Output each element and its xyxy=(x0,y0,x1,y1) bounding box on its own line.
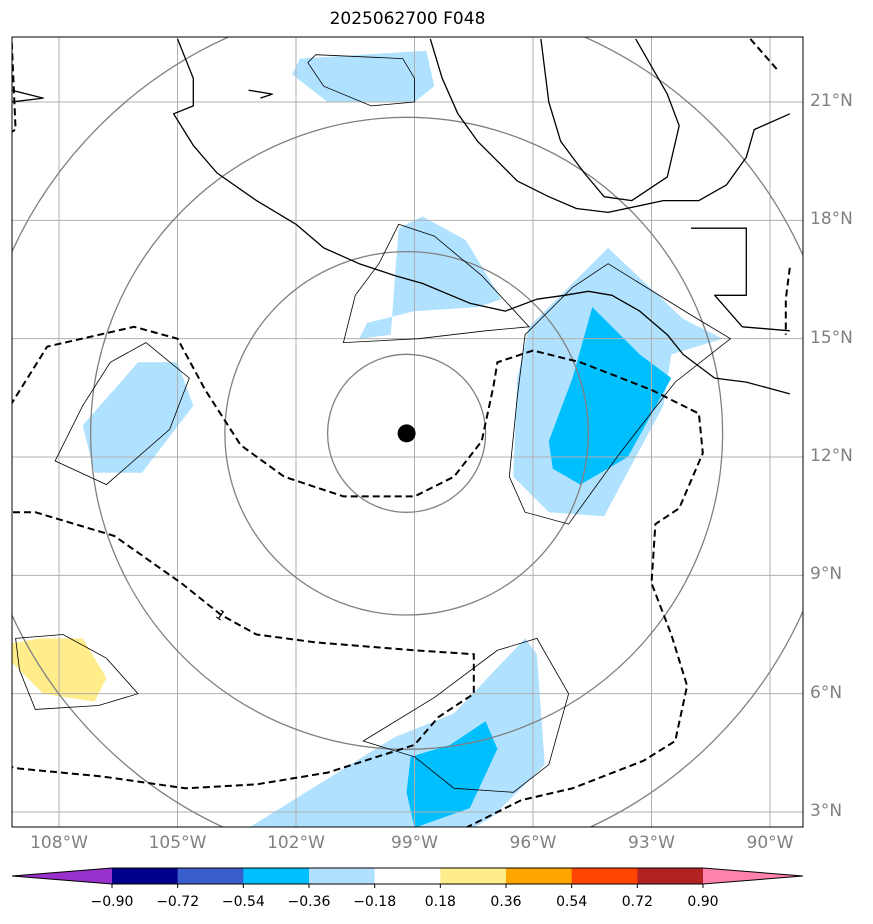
thin-contour-0 xyxy=(342,223,530,344)
lon-tick-label: 96°W xyxy=(509,833,557,853)
lat-tick-label: 12°N xyxy=(810,446,853,466)
dashed-contour-1 xyxy=(12,325,704,827)
thin-contour-3 xyxy=(54,342,190,486)
shaded-region-4 xyxy=(249,638,545,827)
range-ring-1 xyxy=(224,250,589,616)
colorbar-swatch-1 xyxy=(177,868,244,884)
thin-contour-2 xyxy=(508,263,732,525)
colorbar xyxy=(11,867,804,888)
range-ring-0 xyxy=(326,353,487,513)
coastline-3 xyxy=(691,227,790,332)
colorbar-swatch-8 xyxy=(637,868,704,884)
colorbar-tick-label: −0.18 xyxy=(353,894,397,910)
lon-tick-label: 90°W xyxy=(746,833,794,853)
colorbar-extend-low xyxy=(12,868,112,884)
grid-lines xyxy=(12,37,803,827)
colorbar-tick-label: 0.54 xyxy=(556,894,588,910)
lon-tick-label: 102°W xyxy=(267,833,325,853)
colorbar-tick-label: −0.36 xyxy=(287,894,331,910)
dashed-contour-4 xyxy=(784,267,791,335)
storm-center-layer xyxy=(397,424,416,443)
colorbar-swatch-7 xyxy=(571,868,638,884)
shaded-anomaly-layer xyxy=(12,50,723,827)
shaded-region-7 xyxy=(12,638,107,702)
colorbar-swatch-0 xyxy=(112,868,179,884)
coastline-5 xyxy=(248,89,273,99)
lon-tick-label: 93°W xyxy=(628,833,675,853)
thin-contours xyxy=(15,54,732,793)
coastline-1 xyxy=(172,38,790,395)
lat-tick-label: 3°N xyxy=(810,801,843,821)
colorbar-tick-label: −0.72 xyxy=(156,894,200,910)
colorbar-tick-label: −0.90 xyxy=(90,894,134,910)
shaded-region-6 xyxy=(406,721,498,827)
shaded-region-1 xyxy=(359,216,502,339)
chart-title: 2025062700 F048 xyxy=(329,9,486,29)
colorbar-tick-label: 0.18 xyxy=(424,894,456,910)
lon-tick-label: 105°W xyxy=(148,833,207,853)
lat-tick-label: 6°N xyxy=(810,682,843,703)
colorbar-swatch-2 xyxy=(243,868,310,884)
colorbar-tick-label: 0.36 xyxy=(490,894,522,910)
shaded-region-0 xyxy=(292,50,435,102)
lon-tick-label: 108°W xyxy=(30,833,88,853)
coastline-4 xyxy=(12,89,44,103)
colorbar-extend-high xyxy=(703,868,803,884)
colorbar-tick-label: 0.72 xyxy=(621,894,653,910)
dashed-contour-0 xyxy=(12,38,17,133)
lon-tick-label: 99°W xyxy=(391,833,438,853)
lat-tick-label: 18°N xyxy=(810,209,853,230)
lat-tick-label: 9°N xyxy=(810,564,843,585)
colorbar-tick-label: 0.90 xyxy=(687,894,719,910)
shaded-region-5 xyxy=(548,307,672,485)
dashed-contour-3 xyxy=(749,38,779,72)
map-plot: 1 xyxy=(11,36,804,828)
thin-contour-5 xyxy=(362,637,570,793)
colorbar-swatch-5 xyxy=(440,868,507,884)
shaded-region-3 xyxy=(82,362,194,473)
dashed-contour-2 xyxy=(12,511,475,790)
dashed-contours xyxy=(12,38,791,827)
contour-label: 1 xyxy=(212,607,227,624)
coastline-0 xyxy=(429,38,791,214)
contour-labels: 1 xyxy=(212,607,227,624)
coastlines xyxy=(12,38,791,395)
colorbar-swatch-6 xyxy=(506,868,573,884)
range-rings xyxy=(12,37,803,827)
storm-center-dot xyxy=(397,424,416,443)
thin-contour-1 xyxy=(307,54,415,107)
thin-contour-4 xyxy=(15,634,139,710)
coastline-2 xyxy=(540,38,680,202)
colorbar-swatch-4 xyxy=(374,868,441,884)
colorbar-tick-label: −0.54 xyxy=(221,894,265,910)
plot-frame xyxy=(11,36,804,828)
range-ring-2 xyxy=(89,116,724,750)
lat-tick-label: 15°N xyxy=(810,327,853,348)
colorbar-swatch-3 xyxy=(309,868,376,884)
lat-tick-label: 21°N xyxy=(810,91,853,111)
